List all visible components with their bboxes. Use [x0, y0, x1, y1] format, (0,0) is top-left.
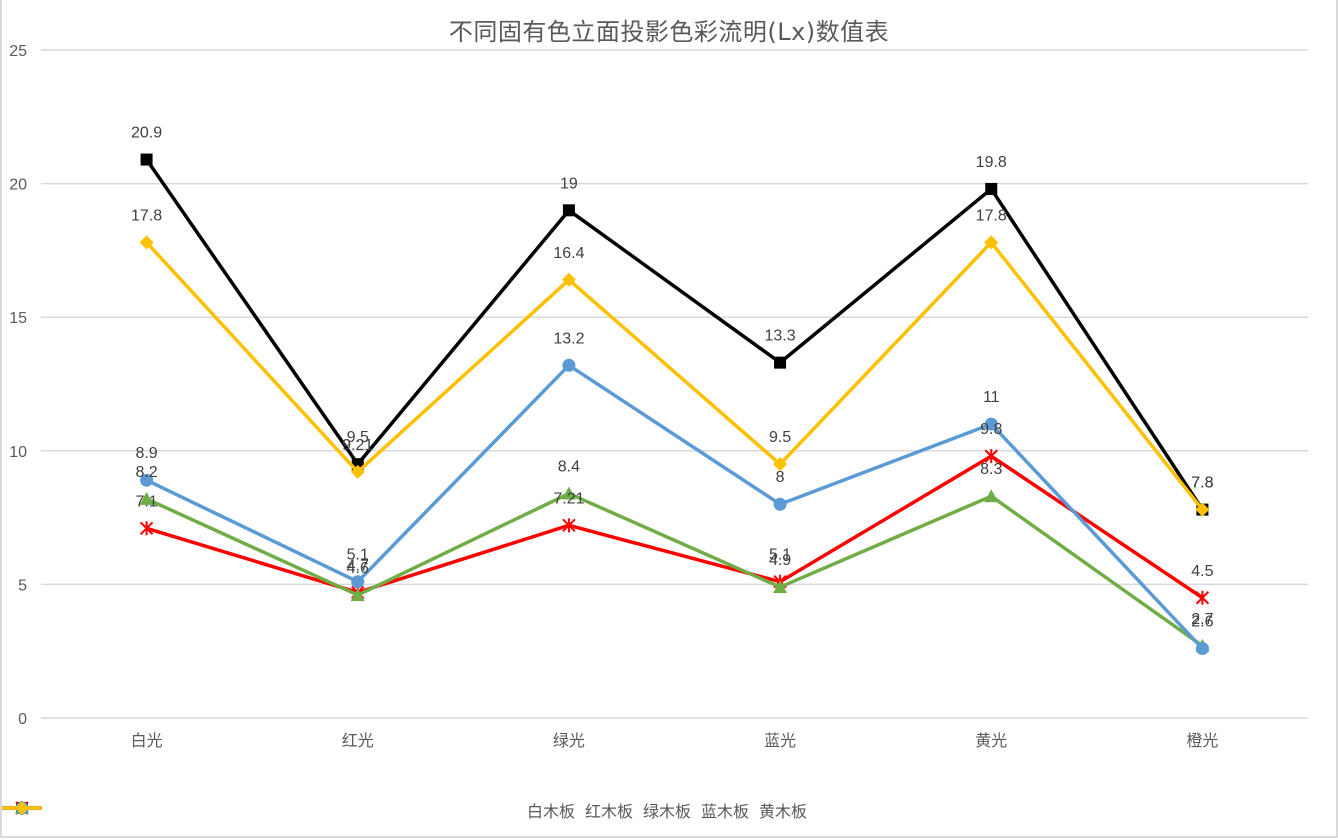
- legend-item: 绿木板: [2, 798, 691, 822]
- legend-label: 红木板: [584, 802, 633, 821]
- data-label: 11: [983, 389, 1000, 406]
- x-tick-label: 红光: [342, 731, 374, 750]
- data-label: 7.8: [1191, 475, 1213, 492]
- data-label: 8: [776, 469, 785, 486]
- data-label: 8.4: [558, 459, 580, 476]
- data-label: 16.4: [553, 245, 584, 262]
- series-红木板: [139, 449, 1210, 605]
- legend-item: 白木板: [2, 798, 575, 822]
- square-marker-icon: [985, 182, 998, 195]
- data-label: 20.9: [131, 125, 162, 142]
- y-tick-label: 10: [9, 444, 27, 461]
- diamond-marker-icon: [1195, 502, 1210, 517]
- x-tick-label: 黄光: [975, 731, 1007, 750]
- square-marker-icon: [140, 153, 153, 166]
- series-line: [146, 454, 1204, 600]
- legend-label: 黄木板: [759, 802, 808, 821]
- star-marker-icon: [984, 449, 998, 464]
- series-黄木板: [139, 235, 1210, 517]
- legend-label: 白木板: [526, 802, 575, 821]
- circle-marker-icon: [562, 358, 576, 372]
- data-label: 13.2: [553, 330, 584, 347]
- circle-marker-icon: [1195, 642, 1209, 656]
- x-tick-label: 绿光: [553, 731, 585, 750]
- star-marker-icon: [139, 521, 154, 536]
- legend-swatch-icon: [2, 801, 42, 815]
- series-line: [145, 363, 1204, 650]
- series-白木板: [140, 153, 1209, 516]
- diamond-marker-icon: [561, 272, 576, 287]
- triangle-marker-icon: [561, 486, 576, 500]
- data-label: 4.6: [347, 560, 369, 577]
- data-label: 4.9: [769, 552, 791, 569]
- data-label: 8.2: [135, 464, 157, 481]
- circle-marker-icon: [984, 417, 998, 431]
- circle-marker-icon: [773, 497, 787, 511]
- data-label: 17.8: [131, 207, 162, 224]
- legend-label: 绿木板: [642, 802, 691, 821]
- triangle-marker-icon: [773, 580, 788, 594]
- data-label: 4.5: [1191, 563, 1213, 580]
- series-line: [145, 158, 1204, 511]
- data-label: 7.1: [135, 493, 157, 510]
- data-label: 5.1: [347, 547, 369, 564]
- star-marker-icon: [562, 518, 576, 533]
- data-label: 2.7: [1191, 611, 1213, 628]
- diamond-marker-icon: [773, 457, 788, 472]
- data-label: 17.8: [976, 207, 1007, 224]
- legend-item: 红木板: [2, 798, 633, 822]
- y-tick-label: 15: [9, 310, 27, 327]
- data-label: 19: [560, 175, 578, 192]
- series-绿木板: [139, 486, 1210, 652]
- legend-item: 蓝木板: [2, 798, 750, 822]
- x-tick-label: 橙光: [1186, 731, 1218, 750]
- diamond-marker-icon: [139, 235, 154, 250]
- data-label: 9.5: [769, 429, 791, 446]
- diamond-marker-icon: [984, 235, 999, 250]
- legend: 白木板 红木板 绿木板 蓝木板 黄木板: [0, 798, 1338, 822]
- triangle-marker-icon: [984, 489, 999, 503]
- data-label: 9.21: [342, 437, 373, 454]
- data-label: 4.7: [347, 557, 369, 574]
- series-蓝木板: [140, 358, 1209, 656]
- legend-item: 黄木板: [2, 798, 808, 822]
- square-marker-icon: [774, 356, 787, 369]
- data-label: 13.3: [765, 328, 796, 345]
- chart-title: 不同固有色立面投影色彩流明(Lx)数值表: [448, 18, 890, 46]
- data-label: 7.21: [553, 490, 584, 507]
- data-label: 8.3: [980, 461, 1002, 478]
- data-label: 19.8: [976, 154, 1007, 171]
- data-label: 9.8: [980, 421, 1002, 438]
- diamond-marker-icon: [350, 464, 365, 479]
- series-line: [145, 491, 1204, 648]
- triangle-marker-icon: [139, 491, 154, 505]
- circle-marker-icon: [140, 473, 154, 487]
- data-label: 9.5: [347, 429, 369, 446]
- data-label: 5.1: [769, 547, 791, 564]
- series-line: [145, 240, 1204, 511]
- x-tick-label: 蓝光: [764, 731, 796, 750]
- y-tick-label: 20: [9, 177, 27, 194]
- data-label: 8.9: [135, 445, 157, 462]
- x-tick-label: 白光: [131, 731, 163, 750]
- y-tick-label: 0: [18, 711, 27, 728]
- star-marker-icon: [1195, 590, 1210, 605]
- data-label: 2.6: [1191, 614, 1213, 631]
- diamond-marker-icon: [15, 801, 29, 815]
- triangle-marker-icon: [350, 588, 365, 602]
- square-marker-icon: [562, 204, 575, 217]
- y-tick-label: 25: [9, 43, 27, 60]
- y-tick-label: 5: [18, 577, 27, 594]
- legend-label: 蓝木板: [701, 802, 750, 821]
- data-label: 7.8: [1191, 475, 1213, 492]
- circle-marker-icon: [351, 575, 365, 589]
